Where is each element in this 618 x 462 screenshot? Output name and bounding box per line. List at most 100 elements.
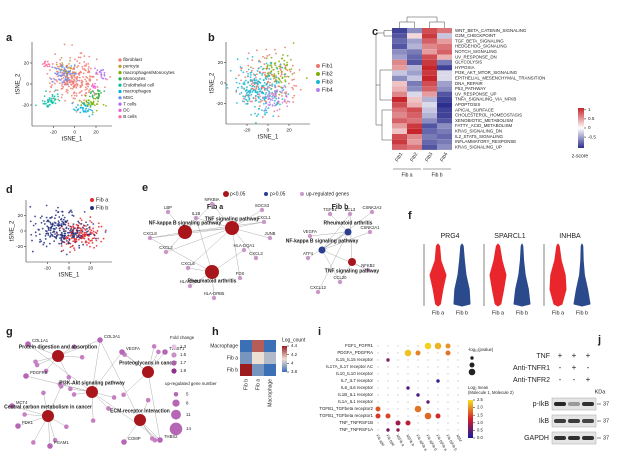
cell-point bbox=[286, 54, 289, 57]
edge bbox=[91, 391, 161, 441]
cell-point bbox=[80, 94, 83, 97]
edge bbox=[317, 231, 349, 293]
row-label: APICAL_SURFACE bbox=[455, 107, 494, 112]
empty-dot bbox=[397, 380, 399, 382]
cell-point bbox=[74, 233, 77, 236]
colorbar-tick-label: 0.5 bbox=[477, 428, 483, 433]
cell-point bbox=[77, 56, 80, 59]
cell-point bbox=[257, 107, 260, 110]
cell-point bbox=[90, 221, 93, 224]
row-label: IL1A_IL1 receptor bbox=[338, 399, 373, 404]
gene-node bbox=[156, 349, 161, 355]
cell-point bbox=[239, 66, 242, 68]
cell-point bbox=[100, 240, 103, 243]
y-tick-label: 0 bbox=[20, 228, 23, 234]
cell-point bbox=[283, 98, 286, 101]
cell-point bbox=[71, 229, 74, 232]
empty-dot bbox=[457, 394, 459, 396]
heat-cell bbox=[392, 128, 407, 134]
cell-point bbox=[58, 82, 61, 85]
cell-point bbox=[57, 211, 59, 214]
column-label: M|Fib a bbox=[395, 434, 405, 448]
cell-point bbox=[293, 94, 296, 97]
gene-node bbox=[66, 375, 72, 380]
empty-dot bbox=[437, 366, 439, 368]
edge bbox=[99, 339, 141, 421]
cell-point bbox=[290, 58, 292, 61]
blot-band bbox=[582, 419, 594, 423]
empty-dot bbox=[377, 380, 379, 382]
cell-point bbox=[248, 92, 251, 94]
legend-swatch bbox=[469, 362, 475, 368]
cell-point bbox=[75, 110, 78, 113]
x-axis-label: tSNE_1 bbox=[258, 135, 279, 141]
cell-point bbox=[80, 101, 83, 103]
heat-cell bbox=[407, 118, 422, 124]
cell-point bbox=[55, 67, 58, 70]
legend-label: 14 bbox=[186, 426, 191, 431]
cell-point bbox=[82, 76, 85, 79]
cell-point bbox=[266, 87, 269, 90]
cell-point bbox=[89, 245, 91, 248]
cell-point bbox=[263, 79, 265, 81]
cell-point bbox=[276, 67, 279, 70]
cell-point bbox=[293, 84, 296, 87]
cell-point bbox=[97, 237, 100, 240]
empty-dot bbox=[427, 366, 429, 368]
legend-swatch bbox=[316, 88, 320, 92]
panel-letter: h bbox=[212, 326, 219, 338]
cell-point bbox=[74, 97, 76, 100]
legend-label: 1.9 bbox=[180, 368, 187, 373]
gene-label: TWIST1 bbox=[169, 346, 185, 351]
column-label: M|M bbox=[455, 434, 462, 442]
cell-point bbox=[240, 91, 243, 94]
legend-swatch bbox=[118, 102, 122, 106]
cell-point bbox=[106, 78, 108, 81]
empty-dot bbox=[387, 422, 389, 424]
heat-cell bbox=[392, 75, 407, 81]
cell-point bbox=[68, 62, 70, 65]
pathway-node bbox=[318, 246, 326, 254]
cell-point bbox=[86, 105, 88, 108]
cell-point bbox=[287, 75, 290, 78]
cell-point bbox=[66, 89, 69, 92]
cell-point bbox=[39, 216, 42, 219]
cell-point bbox=[79, 107, 82, 109]
cell-point bbox=[262, 102, 265, 105]
cell-point bbox=[286, 75, 288, 78]
cell-point bbox=[64, 70, 67, 73]
colorbar-tick-label: -0.5 bbox=[588, 134, 596, 139]
cell-point bbox=[263, 109, 266, 112]
cell-point bbox=[270, 93, 273, 95]
cell-point bbox=[61, 64, 63, 67]
dot bbox=[395, 420, 401, 426]
cell-point bbox=[85, 80, 88, 83]
group-label: Fib b bbox=[576, 310, 588, 316]
cell-point bbox=[60, 68, 63, 71]
cell-point bbox=[76, 79, 79, 82]
cell-point bbox=[80, 79, 83, 82]
empty-dot bbox=[457, 401, 459, 403]
gene-label: CCL20 bbox=[333, 275, 347, 280]
cell-point bbox=[289, 70, 292, 73]
cell-point bbox=[247, 68, 250, 71]
heat-cell bbox=[392, 123, 407, 129]
cell-point bbox=[104, 86, 106, 89]
heat-cell bbox=[422, 123, 437, 129]
cell-point bbox=[55, 237, 58, 240]
cell-point bbox=[94, 97, 97, 100]
cell-point bbox=[55, 73, 58, 76]
heat-cell bbox=[437, 134, 452, 140]
cell-point bbox=[91, 232, 94, 234]
cell-point bbox=[260, 86, 263, 89]
gene-label: NFKBIA bbox=[204, 197, 219, 202]
dot bbox=[405, 420, 411, 426]
empty-dot bbox=[437, 422, 439, 424]
cell-point bbox=[61, 93, 64, 96]
empty-dot bbox=[397, 345, 399, 347]
x-tick-label: 20 bbox=[286, 127, 292, 133]
edge bbox=[91, 339, 101, 393]
y-tick-label: -20 bbox=[22, 102, 29, 108]
empty-dot bbox=[387, 394, 389, 396]
